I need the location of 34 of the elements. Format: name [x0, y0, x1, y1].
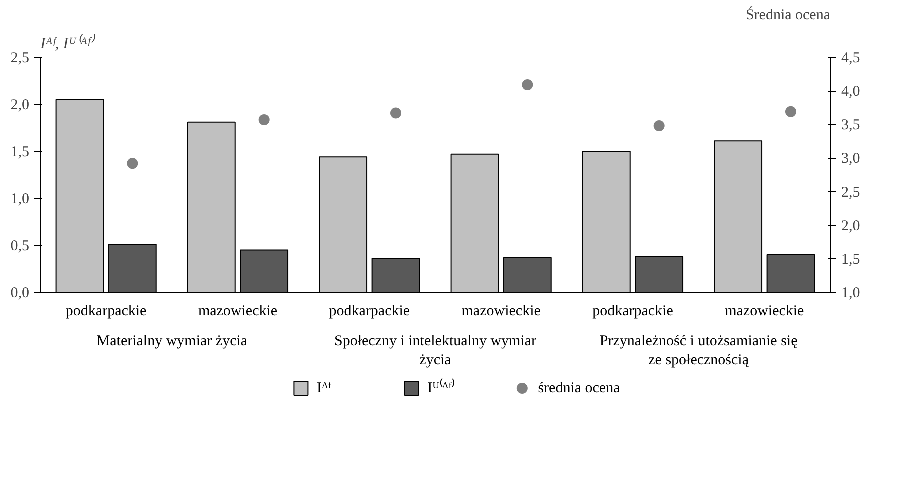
y-tick-label: 0,0	[10, 286, 30, 302]
x-tick-label: podkarpackie	[66, 304, 148, 320]
y2-axis-title: Średnia ocena	[746, 6, 831, 24]
y-tick-label: 0,5	[10, 238, 30, 254]
y2-tick-label: 4,0	[842, 84, 860, 100]
y-tick-label: 1,0	[10, 192, 30, 208]
point	[654, 120, 665, 132]
x-tick-label: podkarpackie	[592, 304, 674, 320]
y-tick-label: 2,5	[10, 50, 30, 66]
point	[522, 80, 534, 91]
legend-label: Iᵁ⁽ᴬᶠ⁾	[428, 378, 455, 396]
point	[127, 158, 138, 170]
y2-tick-label: 4,5	[842, 50, 860, 66]
y-tick-label: 1,5	[10, 144, 30, 160]
y2-tick-label: 2,5	[842, 184, 860, 201]
point	[390, 108, 402, 119]
text: Społeczny i intelektualny wymiar życia	[334, 334, 537, 369]
y-tick-label: 2,0	[10, 98, 30, 114]
x-tick-label: mazowieckie	[198, 304, 278, 320]
legend-label: średnia ocena	[538, 380, 621, 396]
y2-tick-label: 1,5	[842, 252, 860, 268]
legend-label: Iᴬᶠ	[317, 380, 332, 396]
y2-tick-label: 2,0	[842, 218, 860, 234]
x-tick-label: mazowieckie	[462, 304, 542, 320]
y2-tick-label: 3,5	[842, 118, 860, 134]
text: Przynależność i utożsamianie się ze społecznością	[600, 334, 798, 369]
text: Materialny wymiar życia	[96, 334, 248, 350]
y2-tick-label: 3,0	[842, 151, 860, 168]
x-tick-label: podkarpackie	[329, 304, 410, 320]
y-axis-title: Iᴬᶠ, Iᵁ⁽ᴬᶠ⁾	[40, 34, 96, 52]
x-tick-label: mazowieckie	[725, 304, 805, 320]
point	[258, 114, 270, 126]
y2-tick-label: 1,0	[842, 286, 860, 302]
point	[786, 106, 796, 118]
